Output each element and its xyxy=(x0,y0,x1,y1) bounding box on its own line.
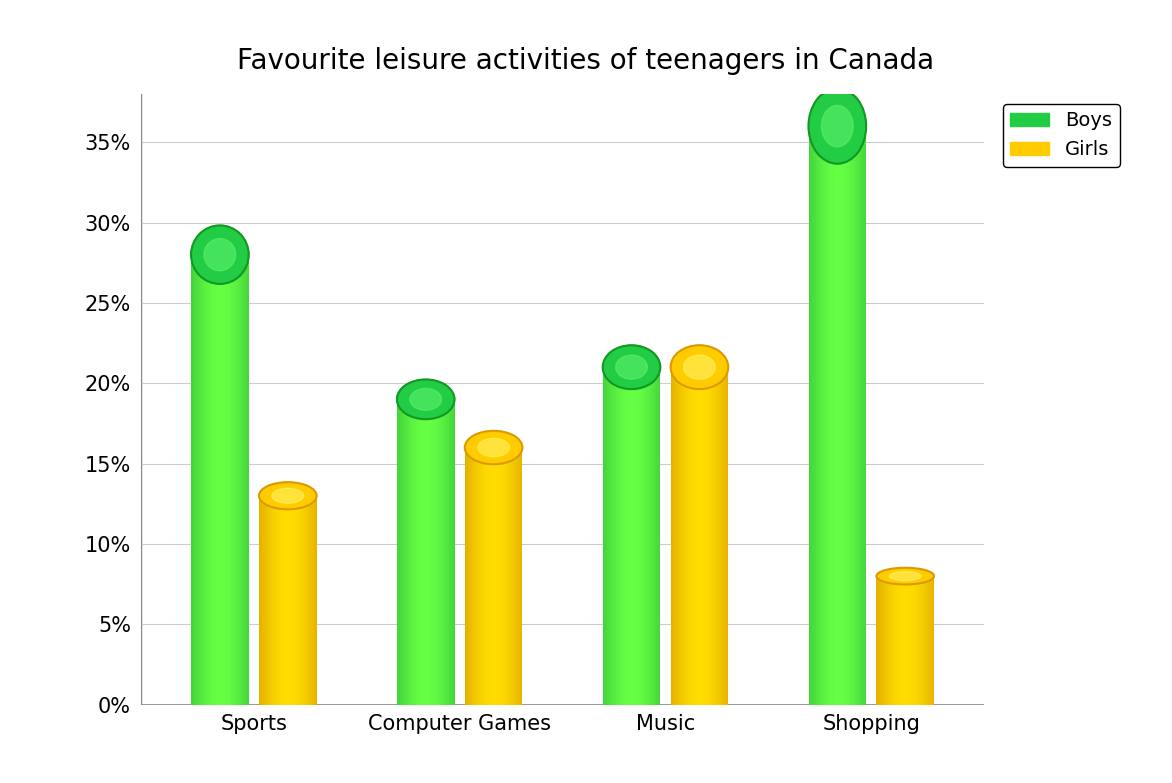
Ellipse shape xyxy=(204,239,236,271)
Polygon shape xyxy=(69,222,141,303)
Ellipse shape xyxy=(410,388,442,410)
Polygon shape xyxy=(69,544,141,624)
Text: Favourite leisure activities of teenagers in Canada: Favourite leisure activities of teenager… xyxy=(238,47,934,75)
Ellipse shape xyxy=(397,380,455,419)
Polygon shape xyxy=(69,464,141,544)
Ellipse shape xyxy=(670,345,728,389)
Ellipse shape xyxy=(890,572,921,581)
Polygon shape xyxy=(69,143,141,222)
Polygon shape xyxy=(69,624,141,705)
Ellipse shape xyxy=(259,482,316,510)
Ellipse shape xyxy=(272,489,304,503)
Ellipse shape xyxy=(822,106,853,146)
Ellipse shape xyxy=(465,431,523,464)
Legend: Boys, Girls: Boys, Girls xyxy=(1002,103,1119,167)
Polygon shape xyxy=(69,303,141,383)
Ellipse shape xyxy=(683,355,715,379)
Ellipse shape xyxy=(809,88,866,164)
Ellipse shape xyxy=(478,438,510,456)
Polygon shape xyxy=(69,383,141,464)
Ellipse shape xyxy=(877,568,934,584)
Ellipse shape xyxy=(602,345,660,389)
Ellipse shape xyxy=(615,355,647,379)
Ellipse shape xyxy=(191,226,248,284)
